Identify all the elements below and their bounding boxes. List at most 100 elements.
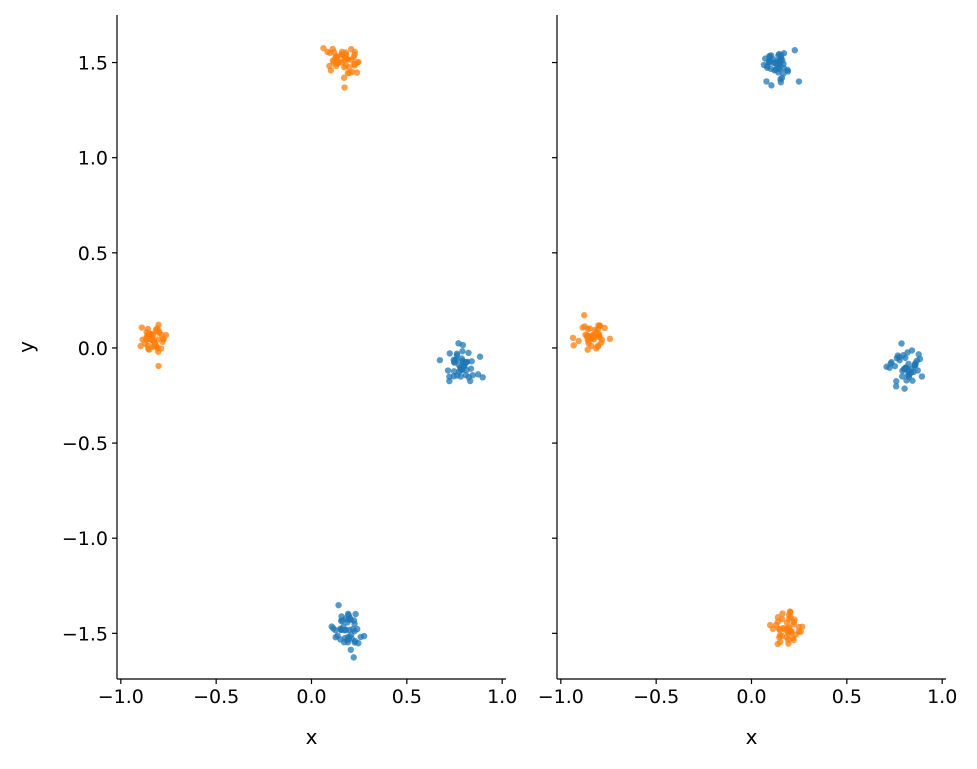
y-tick-label: 1.5 bbox=[78, 53, 108, 75]
data-point-orange bbox=[778, 615, 786, 623]
x-axis-label: x bbox=[746, 725, 758, 749]
data-point-orange bbox=[155, 362, 162, 370]
data-point-blue bbox=[459, 348, 466, 355]
data-point-blue bbox=[459, 359, 467, 366]
data-point-orange bbox=[594, 343, 602, 350]
data-point-orange bbox=[789, 634, 796, 642]
data-point-blue bbox=[465, 349, 472, 357]
data-point-blue bbox=[892, 383, 900, 390]
y-tick-label: 1.0 bbox=[78, 148, 108, 170]
data-point-orange bbox=[320, 44, 327, 52]
data-point-blue bbox=[351, 620, 358, 628]
data-point-blue bbox=[764, 62, 771, 70]
data-point-orange bbox=[155, 327, 162, 335]
x-tick-label: −0.5 bbox=[193, 686, 239, 708]
data-point-orange bbox=[341, 84, 348, 91]
data-point-blue bbox=[344, 610, 352, 618]
data-point-blue bbox=[763, 78, 770, 85]
data-point-orange bbox=[326, 62, 333, 70]
data-point-orange bbox=[579, 324, 586, 331]
data-point-blue bbox=[446, 377, 453, 385]
data-point-orange bbox=[146, 346, 153, 353]
data-point-orange bbox=[344, 69, 352, 77]
data-point-blue bbox=[347, 631, 355, 638]
data-point-blue bbox=[795, 78, 803, 85]
data-point-blue bbox=[451, 359, 458, 366]
y-tick-label: 0.0 bbox=[78, 338, 108, 360]
data-point-blue bbox=[893, 378, 900, 385]
data-point-orange bbox=[785, 611, 793, 619]
data-point-blue bbox=[459, 341, 467, 349]
data-point-blue bbox=[768, 82, 775, 89]
data-point-orange bbox=[149, 336, 156, 344]
data-point-blue bbox=[904, 349, 911, 356]
data-point-blue bbox=[328, 623, 335, 630]
right-panel: −1.0 −0.5 0.0 0.5 1.0 x bbox=[538, 15, 957, 749]
data-point-blue bbox=[436, 356, 444, 364]
data-point-blue bbox=[453, 372, 461, 379]
data-point-orange bbox=[350, 54, 357, 61]
y-axis-label: y bbox=[14, 341, 38, 353]
data-point-blue bbox=[347, 616, 354, 623]
data-point-blue bbox=[780, 65, 788, 72]
data-point-blue bbox=[766, 57, 773, 64]
data-point-blue bbox=[332, 634, 339, 641]
data-point-orange bbox=[341, 54, 349, 61]
data-point-orange bbox=[155, 321, 162, 328]
data-point-orange bbox=[348, 45, 355, 53]
data-point-orange bbox=[138, 324, 146, 331]
data-point-orange bbox=[139, 336, 146, 343]
data-point-blue bbox=[462, 371, 469, 379]
data-point-blue bbox=[918, 373, 926, 380]
data-point-blue bbox=[350, 654, 357, 661]
data-point-orange bbox=[160, 335, 167, 343]
data-point-blue bbox=[458, 366, 465, 374]
data-point-blue bbox=[913, 357, 921, 364]
x-axis-label: x bbox=[306, 725, 318, 749]
data-point-blue bbox=[791, 47, 799, 54]
data-point-orange bbox=[353, 69, 361, 76]
data-point-orange bbox=[137, 342, 144, 350]
x-tick-label: 0.0 bbox=[736, 686, 766, 708]
data-point-blue bbox=[341, 627, 348, 634]
data-point-blue bbox=[446, 350, 453, 357]
y-tick-label: −1.5 bbox=[62, 623, 108, 645]
x-tick-label: −1.0 bbox=[538, 686, 584, 708]
data-point-blue bbox=[347, 646, 354, 653]
data-point-orange bbox=[595, 330, 603, 338]
data-point-orange bbox=[333, 52, 340, 60]
x-tick-label: 1.0 bbox=[927, 686, 957, 708]
x-tick-label: 1.0 bbox=[487, 686, 517, 708]
data-point-orange bbox=[569, 334, 577, 342]
data-point-orange bbox=[586, 325, 594, 332]
data-point-blue bbox=[479, 374, 486, 381]
data-point-blue bbox=[453, 350, 461, 357]
data-point-blue bbox=[901, 385, 908, 392]
data-point-orange bbox=[785, 640, 792, 647]
data-point-orange bbox=[798, 623, 806, 630]
data-point-blue bbox=[886, 364, 893, 371]
data-point-orange bbox=[333, 60, 340, 67]
data-point-blue bbox=[340, 639, 348, 646]
data-point-blue bbox=[767, 52, 775, 59]
data-point-blue bbox=[468, 358, 475, 365]
data-point-blue bbox=[776, 59, 784, 67]
x-tick-label: 0.5 bbox=[392, 686, 422, 708]
data-point-orange bbox=[342, 62, 350, 69]
data-point-orange bbox=[154, 345, 161, 352]
data-point-blue bbox=[444, 367, 452, 374]
data-point-blue bbox=[337, 617, 345, 625]
data-point-orange bbox=[324, 48, 331, 56]
left-panel: −1.0 −0.5 0.0 0.5 1.0 1.5 1.0 0.5 0.0 −0.5 −1.0 −1.… bbox=[14, 15, 517, 749]
data-point-orange bbox=[146, 330, 154, 337]
x-tick-label: 0.5 bbox=[832, 686, 862, 708]
data-point-blue bbox=[898, 373, 906, 380]
data-point-blue bbox=[896, 354, 903, 361]
x-tick-label: 0.0 bbox=[296, 686, 326, 708]
data-point-orange bbox=[590, 336, 598, 343]
data-point-orange bbox=[570, 342, 577, 349]
x-tick-label: −0.5 bbox=[633, 686, 679, 708]
data-point-orange bbox=[582, 331, 589, 338]
